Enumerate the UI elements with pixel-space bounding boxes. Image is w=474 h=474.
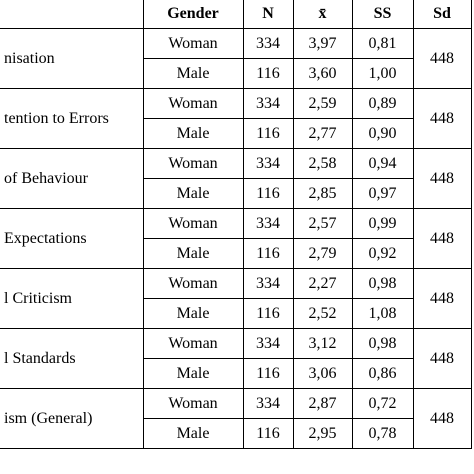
ss-cell: 0,98: [351, 268, 414, 299]
mean-cell: 2,95: [292, 418, 353, 449]
mean-cell: 3,60: [292, 58, 353, 89]
column-header: Gender: [142, 0, 244, 29]
table-row: ism (General) Woman 334 2,87 0,72 448: [0, 388, 472, 449]
mean-cell: 2,59: [292, 88, 353, 119]
sd-cell: 448: [412, 328, 472, 389]
n-cell: 116: [242, 178, 294, 209]
mean-cell: 2,27: [292, 268, 353, 299]
sd-cell: 448: [412, 28, 472, 89]
table-row: Male 116 2,79 0,92: [0, 238, 471, 269]
gender-cell: Male: [142, 238, 244, 269]
mean-cell: 2,79: [292, 238, 353, 269]
ss-cell: 0,92: [351, 238, 414, 269]
n-cell: 334: [242, 208, 294, 239]
column-header: SS: [351, 0, 414, 29]
n-cell: 334: [242, 28, 294, 59]
mean-cell: 2,85: [292, 178, 353, 209]
gender-cell: Woman: [142, 28, 244, 59]
mean-cell: 3,97: [292, 28, 353, 59]
table-row: l Standards Woman 334 3,12 0,98 448: [0, 328, 472, 389]
mean-cell: 2,52: [292, 298, 353, 329]
ss-cell: 0,89: [351, 88, 414, 119]
table-row: of Behaviour Woman 334 2,58 0,94 448: [0, 148, 472, 209]
ss-cell: 0,97: [351, 178, 414, 209]
ss-cell: 0,99: [351, 208, 414, 239]
gender-cell: Woman: [142, 88, 244, 119]
n-cell: 334: [242, 388, 294, 419]
ss-cell: 0,72: [351, 388, 414, 419]
ss-cell: 0,78: [351, 418, 414, 449]
n-cell: 334: [242, 88, 294, 119]
table-row: Male 116 2,77 0,90: [0, 118, 471, 149]
gender-cell: Woman: [142, 208, 244, 239]
table-body: nisation Woman 334 3,97 0,81 448 Male 116 3,60 1,…: [0, 28, 472, 449]
ss-cell: 0,81: [351, 28, 414, 59]
table-row: tention to Errors Woman 334 2,59 0,89 448: [0, 88, 472, 149]
table-row: Male 116 2,85 0,97: [0, 178, 471, 209]
ss-cell: 1,00: [351, 58, 414, 89]
ss-cell: 0,86: [351, 358, 414, 389]
scale-label: l Standards: [0, 328, 144, 389]
mean-cell: 2,77: [292, 118, 353, 149]
sd-cell: 448: [412, 208, 472, 269]
n-cell: 116: [242, 58, 294, 89]
gender-cell: Woman: [142, 148, 244, 179]
table-row: Male 116 3,06 0,86: [0, 358, 471, 389]
ss-cell: 1,08: [351, 298, 414, 329]
ss-cell: 0,90: [351, 118, 414, 149]
n-cell: 116: [242, 238, 294, 269]
sd-cell: 448: [412, 148, 472, 209]
ss-cell: 0,94: [351, 148, 414, 179]
table-row: Male 116 3,60 1,00: [0, 58, 471, 89]
table-row: Male 116 2,52 1,08: [0, 298, 471, 329]
gender-cell: Male: [142, 178, 244, 209]
mean-cell: 2,58: [292, 148, 353, 179]
gender-cell: Male: [142, 58, 244, 89]
ss-cell: 0,98: [351, 328, 414, 359]
table-row: Expectations Woman 334 2,57 0,99 448: [0, 208, 472, 269]
gender-cell: Woman: [142, 388, 244, 419]
table-row: nisation Woman 334 3,97 0,81 448: [0, 28, 472, 89]
n-cell: 116: [242, 298, 294, 329]
sd-cell: 448: [412, 268, 472, 329]
table-row: Male 116 2,95 0,78: [0, 418, 471, 449]
n-cell: 116: [242, 418, 294, 449]
n-cell: 334: [242, 328, 294, 359]
gender-cell: Woman: [142, 268, 244, 299]
scale-label: l Criticism: [0, 268, 144, 329]
scale-label: nisation: [0, 28, 144, 89]
sd-cell: 448: [412, 388, 472, 449]
mean-cell: 3,06: [292, 358, 353, 389]
scale-label: ism (General): [0, 388, 144, 449]
scale-label: Expectations: [0, 208, 144, 269]
column-header: x̄: [292, 0, 353, 29]
sd-cell: 448: [412, 88, 472, 149]
gender-cell: Male: [142, 118, 244, 149]
n-cell: 116: [242, 118, 294, 149]
n-cell: 116: [242, 358, 294, 389]
column-header: N: [242, 0, 294, 29]
header-blank: [0, 0, 144, 29]
mean-cell: 2,57: [292, 208, 353, 239]
table-row: l Criticism Woman 334 2,27 0,98 448: [0, 268, 472, 329]
n-cell: 334: [242, 148, 294, 179]
scale-label: of Behaviour: [0, 148, 144, 209]
gender-cell: Male: [142, 358, 244, 389]
gender-cell: Male: [142, 418, 244, 449]
mean-cell: 3,12: [292, 328, 353, 359]
mean-cell: 2,87: [292, 388, 353, 419]
gender-cell: Male: [142, 298, 244, 329]
n-cell: 334: [242, 268, 294, 299]
scale-label: tention to Errors: [0, 88, 144, 149]
gender-cell: Woman: [142, 328, 244, 359]
column-header: Sd: [412, 0, 472, 29]
